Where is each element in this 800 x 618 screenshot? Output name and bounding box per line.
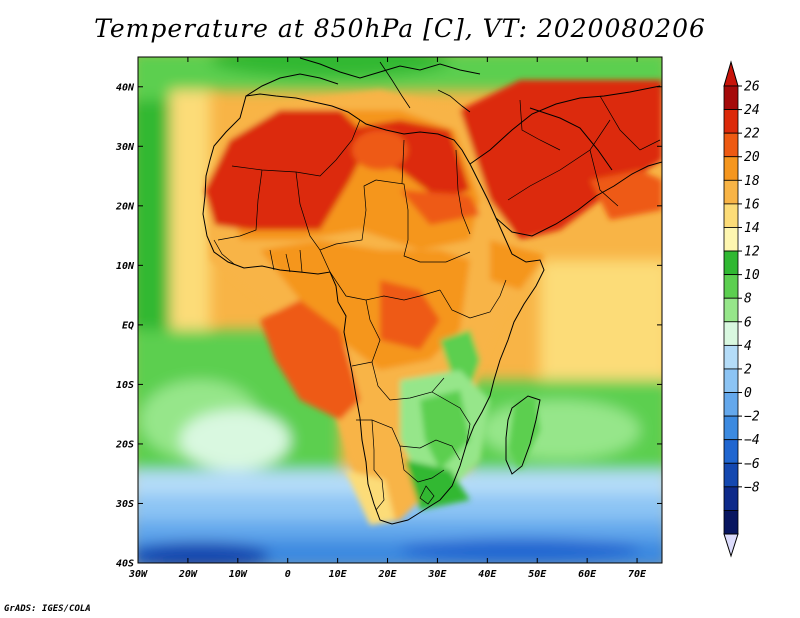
colorbar-swatch	[723, 203, 739, 228]
colorbar-swatch	[723, 274, 739, 299]
lon-tick-label: 40E	[478, 569, 497, 580]
colorbar-swatch	[723, 462, 739, 488]
colorbar-top-arrow	[723, 60, 739, 87]
lon-tick-label: 50E	[528, 569, 547, 580]
colorbar-swatch	[723, 486, 739, 511]
colorbar-level-label: −4	[744, 433, 760, 448]
lon-tick-label: 30E	[427, 569, 447, 580]
colorbar-level-label: 14	[744, 221, 760, 236]
colorbar-swatch	[723, 250, 739, 276]
grads-credit: GrADS: IGES/COLA	[4, 604, 91, 614]
colorbar-level-label: 16	[744, 197, 760, 212]
plot-frame	[137, 56, 663, 564]
colorbar-level-label: 4	[744, 339, 752, 354]
lon-tick-label: 20E	[377, 569, 397, 580]
colorbar-swatch	[723, 109, 739, 134]
lon-tick-label: 60E	[578, 569, 597, 580]
colorbar-bottom-arrow	[723, 533, 739, 558]
colorbar-swatch	[723, 85, 739, 110]
colorbar-swatch	[723, 227, 739, 252]
colorbar-level-label: 24	[744, 103, 760, 118]
colorbar-level-label: −2	[744, 410, 760, 425]
lon-tick-label: 0	[285, 569, 291, 580]
colorbar-swatch	[723, 368, 739, 393]
lon-tick-label: 20W	[178, 569, 198, 580]
lat-tick-label: 30N	[115, 142, 135, 153]
coastlines	[202, 57, 662, 525]
lon-tick-label: 30W	[128, 569, 148, 580]
colorbar-level-label: −8	[744, 480, 760, 495]
lat-tick-label: 20N	[115, 201, 135, 212]
longitude-labels: 30W 20W 10W 0 10E 20E 30E 40E 50E 60E 70E	[128, 569, 647, 580]
latitude-labels: 40N 30N 20N 10N EQ 10S 20S 30S 40S	[115, 82, 135, 569]
lat-tick-label: 30S	[115, 499, 134, 510]
colorbar-level-label: 0	[744, 386, 752, 401]
country-borders	[213, 95, 661, 511]
axis-ticks	[137, 57, 662, 564]
colorbar-level-label: 6	[744, 315, 752, 330]
colorbar-swatch	[723, 132, 739, 158]
lat-tick-label: EQ	[122, 320, 134, 331]
lat-tick-label: 20S	[115, 439, 134, 450]
lat-tick-label: 10S	[116, 380, 134, 391]
lat-tick-label: 40S	[116, 559, 134, 570]
lat-tick-label: 10N	[116, 261, 135, 272]
chart-title: Temperature at 850hPa [C], VT: 202008020…	[94, 14, 706, 43]
colorbar-swatch	[723, 392, 739, 417]
lon-tick-label: 10W	[229, 569, 248, 580]
temperature-field	[138, 57, 662, 563]
lon-tick-label: 10E	[329, 569, 348, 580]
colorbar-level-label: 8	[744, 292, 752, 307]
colorbar-swatch	[723, 156, 739, 181]
colorbar-swatch	[723, 344, 739, 370]
colorbar-level-label: −6	[744, 457, 760, 472]
colorbar-level-label: 10	[744, 268, 760, 283]
colorbar-swatch	[723, 321, 739, 346]
colorbar-level-label: 20	[744, 150, 760, 165]
colorbar-level-label: 12	[744, 245, 760, 260]
lon-tick-label: 70E	[628, 569, 647, 580]
colorbar-level-label: 26	[744, 80, 760, 95]
colorbar-level-label: 18	[744, 174, 760, 189]
lat-tick-label: 40N	[116, 82, 135, 93]
colorbar-swatch	[723, 415, 739, 441]
colorbar-level-label: 22	[744, 127, 760, 142]
colorbar-swatch	[723, 179, 739, 205]
colorbar-swatch	[723, 510, 739, 535]
colorbar-level-label: 2	[744, 362, 752, 377]
colorbar-swatch	[723, 297, 739, 323]
colorbar-swatch	[723, 439, 739, 464]
